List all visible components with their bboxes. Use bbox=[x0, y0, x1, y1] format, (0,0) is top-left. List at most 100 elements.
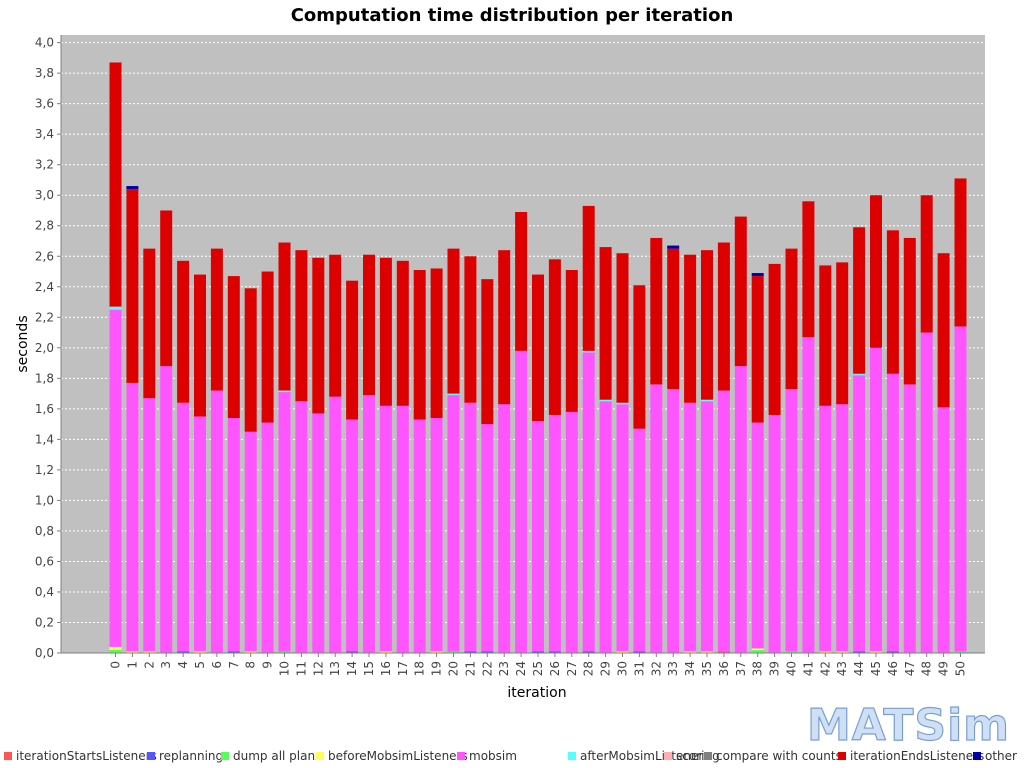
bar-segment bbox=[565, 411, 578, 653]
bar-segment bbox=[599, 399, 612, 402]
y-tick-label: 1,4 bbox=[35, 432, 54, 446]
bar-segment bbox=[903, 237, 916, 385]
bar-segment bbox=[430, 268, 443, 419]
bar-segment bbox=[701, 250, 713, 400]
bar-segment bbox=[244, 431, 257, 652]
bar-segment bbox=[295, 401, 308, 653]
bar-segment bbox=[177, 651, 190, 653]
bar-segment bbox=[532, 421, 544, 652]
bar-segment bbox=[853, 373, 866, 376]
x-tick-label: 20 bbox=[447, 661, 461, 676]
y-axis-label: seconds bbox=[15, 315, 31, 372]
x-tick-label: 50 bbox=[954, 661, 968, 676]
bar-segment bbox=[599, 247, 612, 400]
x-tick-label: 18 bbox=[413, 661, 427, 676]
legend-swatch bbox=[4, 752, 12, 760]
bar-segment bbox=[853, 375, 866, 652]
bar-segment bbox=[853, 651, 866, 653]
x-tick-label: 32 bbox=[649, 661, 663, 676]
x-tick-label: 40 bbox=[785, 661, 799, 676]
bar-segment bbox=[464, 256, 477, 403]
bar-segment bbox=[616, 253, 629, 403]
y-tick-label: 2,0 bbox=[35, 341, 54, 355]
legend-label: iterationEndsListeners bbox=[850, 749, 984, 763]
bar-segment bbox=[346, 280, 359, 420]
legend-label: other bbox=[985, 749, 1017, 763]
bar-segment bbox=[785, 389, 798, 652]
bar-segment bbox=[937, 253, 950, 408]
bar-segment bbox=[464, 651, 477, 653]
bar-segment bbox=[954, 178, 967, 327]
bar-segment bbox=[819, 265, 832, 406]
bar-segment bbox=[667, 248, 680, 390]
bar-segment bbox=[413, 419, 426, 653]
y-tick-label: 0,8 bbox=[35, 524, 54, 538]
x-tick-label: 5 bbox=[193, 661, 207, 669]
bar-segment bbox=[194, 651, 206, 653]
legend-swatch bbox=[568, 752, 576, 760]
axes: 0,0 0,2 0,4 0,6 0,8 1,0 1,2 1,4 1,6 1,8 2,0 2,2 2,4 2… bbox=[35, 35, 985, 676]
bar-segment bbox=[109, 306, 122, 310]
x-tick-label: 26 bbox=[548, 661, 562, 676]
x-tick-label: 0 bbox=[109, 661, 123, 669]
bar-segment bbox=[278, 390, 291, 393]
x-tick-label: 11 bbox=[294, 661, 308, 676]
bar-segment bbox=[278, 651, 291, 653]
bar-segment bbox=[599, 401, 612, 653]
x-tick-label: 34 bbox=[683, 661, 697, 676]
bar-segment bbox=[481, 651, 494, 653]
bar-segment bbox=[886, 230, 899, 374]
y-tick-label: 3,0 bbox=[35, 188, 54, 202]
x-axis-label: iteration bbox=[507, 685, 566, 701]
matsim-logo: MATSim bbox=[806, 699, 1010, 751]
bar-segment bbox=[532, 274, 544, 422]
legend-label: mobsim bbox=[469, 749, 517, 763]
x-tick-label: 28 bbox=[582, 661, 596, 676]
x-tick-label: 14 bbox=[345, 661, 359, 676]
x-tick-label: 47 bbox=[903, 661, 917, 676]
y-tick-label: 3,8 bbox=[35, 66, 54, 80]
legend-label: beforeMobsimListeners bbox=[328, 749, 468, 763]
bar-segment bbox=[802, 201, 815, 338]
bar-segment bbox=[582, 651, 595, 653]
bar-segment bbox=[295, 250, 308, 402]
bar-segment bbox=[650, 237, 663, 385]
legend: iterationStartsListeners replanning dump a… bbox=[4, 749, 1017, 763]
y-tick-label: 0,6 bbox=[35, 554, 54, 568]
x-tick-label: 24 bbox=[514, 661, 528, 676]
x-tick-label: 46 bbox=[886, 661, 900, 676]
bar-segment bbox=[278, 242, 291, 391]
bar-segment bbox=[633, 285, 646, 429]
x-tick-label: 31 bbox=[632, 661, 646, 676]
bar-segment bbox=[143, 248, 156, 399]
bar-segment bbox=[329, 396, 342, 653]
bar-segment bbox=[751, 649, 764, 653]
bar-segment bbox=[819, 651, 832, 653]
legend-label: iterationStartsListeners bbox=[16, 749, 157, 763]
bar-segment bbox=[498, 250, 511, 405]
x-tick-label: 7 bbox=[227, 661, 241, 669]
bar-segment bbox=[836, 404, 849, 652]
x-tick-label: 44 bbox=[852, 661, 866, 676]
bar-segment bbox=[430, 418, 443, 652]
bar-segment bbox=[954, 651, 967, 653]
y-tick-label: 2,8 bbox=[35, 219, 54, 233]
chart-title: Computation time distribution per iterat… bbox=[291, 5, 734, 26]
bar-segment bbox=[717, 390, 730, 652]
x-tick-label: 2 bbox=[142, 661, 156, 669]
legend-swatch bbox=[147, 752, 155, 760]
bar-segment bbox=[616, 404, 629, 652]
bar-segment bbox=[836, 262, 849, 405]
bar-segment bbox=[413, 269, 426, 420]
x-tick-label: 30 bbox=[616, 661, 630, 676]
y-tick-label: 2,6 bbox=[35, 249, 54, 263]
y-tick-label: 1,6 bbox=[35, 402, 54, 416]
bar-segment bbox=[312, 413, 325, 653]
bar-segment bbox=[109, 309, 122, 647]
logo-text: MATSim bbox=[807, 700, 1010, 751]
x-tick-label: 15 bbox=[362, 661, 376, 676]
bar-segment bbox=[379, 651, 392, 653]
legend-label: replanning bbox=[159, 749, 223, 763]
bar-segment bbox=[396, 405, 409, 653]
x-tick-label: 22 bbox=[480, 661, 494, 676]
